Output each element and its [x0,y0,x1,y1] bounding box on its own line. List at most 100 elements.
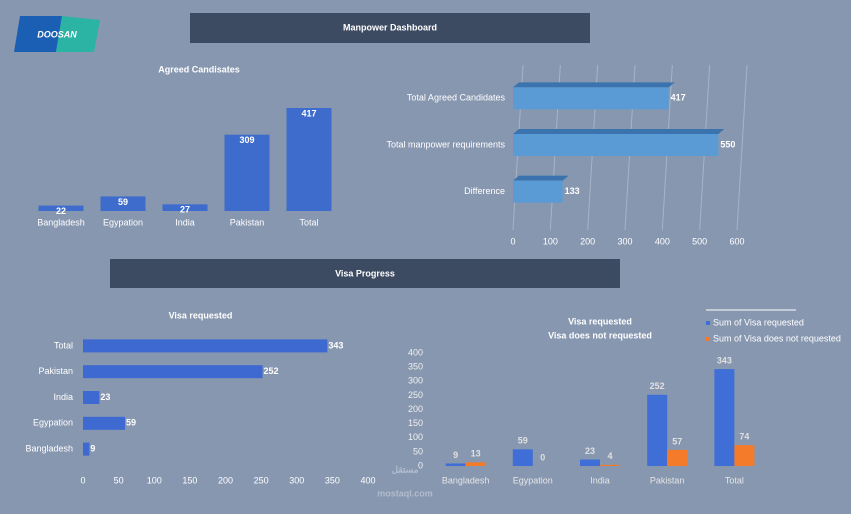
x-tick-label: 200 [580,236,595,246]
legend-label: Sum of Visa does not requested [713,333,841,343]
x-tick-label: Total [725,475,744,485]
y-tick-label: 200 [408,404,423,414]
chart-title: Visa requested [169,310,233,320]
bar-top [513,129,725,134]
chart-title: Agreed Candisates [158,64,240,74]
section-banner [110,259,620,288]
bar [580,459,600,466]
y-tick-label: 150 [408,418,423,428]
value-label: 550 [720,139,735,149]
x-tick-label: 400 [360,475,375,485]
value-label: 417 [301,108,316,118]
value-label: 59 [118,197,128,207]
x-tick-label: Egypation [513,475,553,485]
bar [224,134,270,211]
bar [38,205,84,211]
y-tick-label: Bangladesh [25,443,73,453]
x-tick-label: 200 [218,475,233,485]
x-tick-label: 300 [617,236,632,246]
x-tick-label: Bangladesh [37,217,85,227]
x-tick-label: 400 [655,236,670,246]
bar [667,449,688,466]
title-banner [190,13,590,43]
bar [83,416,126,430]
y-tick-label: 400 [408,347,423,357]
x-tick-label: 50 [114,475,124,485]
chart-title: Visa does not requested [548,330,652,340]
x-tick-label: 350 [325,475,340,485]
section-title: Visa Progress [335,268,395,278]
value-label: 309 [239,135,254,145]
x-tick-label: 100 [543,236,558,246]
bar [600,464,620,466]
watermark: مستقل [392,464,419,474]
x-tick-label: 0 [510,236,515,246]
legend-label: Sum of Visa requested [713,317,804,327]
bar [286,108,332,211]
y-tick-label: Total manpower requirements [386,139,505,149]
x-tick-label: Pakistan [230,217,265,227]
x-tick-label: 150 [182,475,197,485]
bar [734,445,755,466]
dashboard-title: Manpower Dashboard [343,22,437,32]
value-label: 9 [453,450,458,460]
x-tick-label: 100 [147,475,162,485]
value-label: 22 [56,206,66,216]
value-label: 133 [565,186,580,196]
value-label: 252 [264,366,279,376]
value-label: 343 [328,340,343,350]
x-tick-label: Egypation [103,217,143,227]
bar [445,463,466,466]
value-label: 59 [126,418,136,428]
value-label: 74 [739,431,749,441]
x-tick-label: India [590,475,610,485]
bar [512,449,533,466]
bar [465,462,486,466]
x-tick-label: 500 [692,236,707,246]
bar [83,365,263,379]
y-tick-label: 50 [413,446,423,456]
legend-swatch [706,337,710,341]
bar [83,339,328,353]
bar [100,196,146,211]
y-tick-label: India [53,392,73,402]
bar [513,180,563,203]
bar [647,394,668,466]
grid-line [736,64,748,231]
x-tick-label: 250 [254,475,269,485]
bar [714,369,735,466]
bar-top [513,82,675,88]
legend-swatch [706,321,710,325]
x-tick-label: 600 [729,236,744,246]
bar-top [513,175,569,181]
logo-shape [56,16,100,52]
y-tick-label: Total Agreed Candidates [407,93,506,103]
y-tick-label: 250 [408,390,423,400]
value-label: 59 [518,436,528,446]
value-label: 417 [671,93,686,103]
value-label: 252 [650,381,665,391]
y-tick-label: 350 [408,362,423,372]
chart-title: Visa requested [568,316,632,326]
value-label: 0 [540,452,545,462]
logo: DOOSAN [14,16,100,52]
x-tick-label: 0 [80,475,85,485]
value-label: 23 [100,392,110,402]
x-tick-label: Pakistan [650,475,685,485]
y-tick-label: 100 [408,432,423,442]
value-label: 23 [585,446,595,456]
value-label: 4 [607,451,612,461]
value-label: 27 [180,205,190,215]
bar [513,134,719,156]
x-tick-label: Total [299,217,318,227]
value-label: 57 [672,436,682,446]
logo-shape [14,16,62,52]
y-tick-label: 0 [418,460,423,470]
watermark: mostaql.com [377,488,433,498]
y-tick-label: Total [54,340,73,350]
value-label: 13 [471,449,481,459]
x-tick-label: India [175,217,195,227]
value-label: 9 [90,443,95,453]
